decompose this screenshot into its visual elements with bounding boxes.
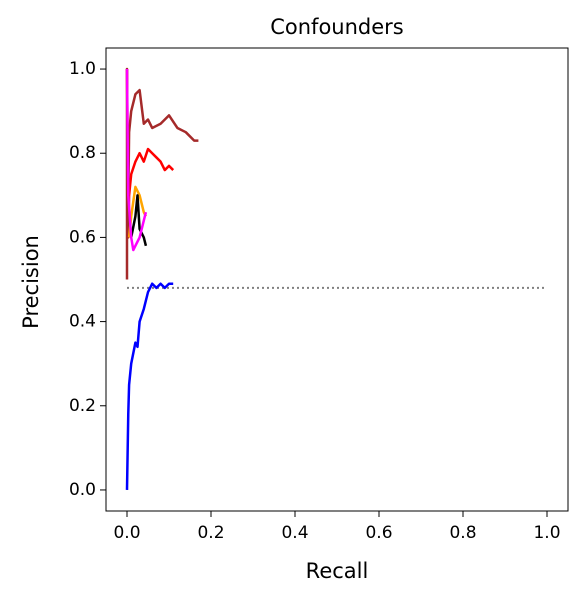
x-tick-label: 1.0	[533, 523, 560, 543]
x-tick-label: 0.4	[281, 523, 308, 543]
series-line	[125, 69, 148, 252]
y-tick-label: 0.4	[69, 312, 96, 332]
series-line	[125, 282, 174, 490]
chart-title: Confounders	[270, 15, 404, 39]
x-axis-label: Recall	[306, 559, 369, 583]
series-line	[125, 69, 175, 239]
y-axis-label: Precision	[19, 235, 43, 329]
y-tick-label: 0.0	[69, 480, 96, 500]
x-tick-label: 0.2	[197, 523, 224, 543]
y-tick-label: 0.8	[69, 143, 96, 163]
plot-frame	[105, 47, 569, 512]
y-tick-label: 0.2	[69, 396, 96, 416]
y-tick-label: 0.6	[69, 227, 96, 247]
x-tick-label: 0.0	[113, 523, 140, 543]
series-line	[129, 194, 148, 247]
series-line	[125, 67, 199, 280]
y-tick-label: 1.0	[69, 59, 96, 79]
x-tick-label: 0.6	[365, 523, 392, 543]
x-tick-label: 0.8	[449, 523, 476, 543]
